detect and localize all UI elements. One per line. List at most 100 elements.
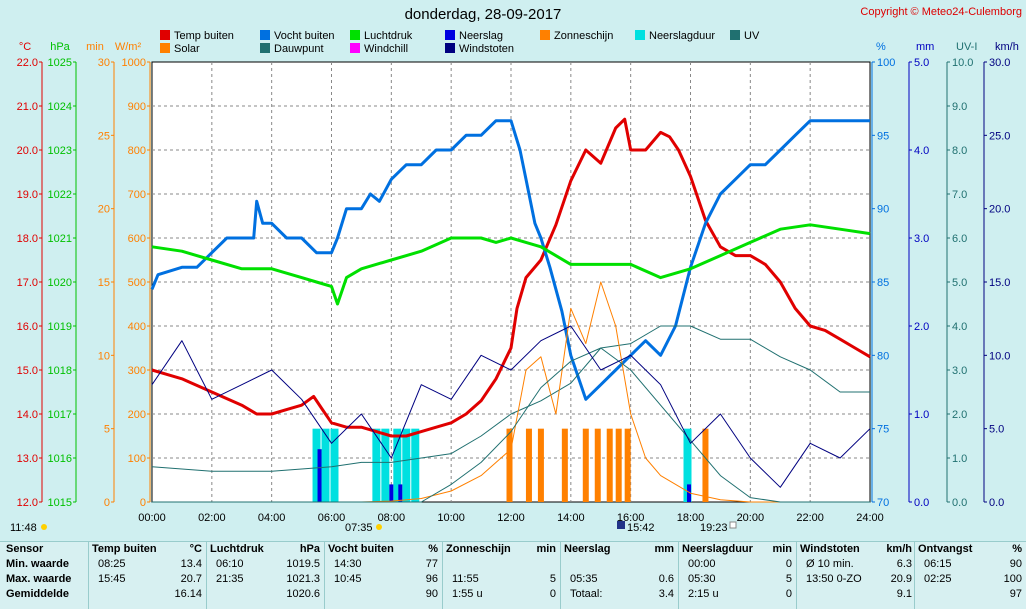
table-group: Zonneschijn min 11:55 5 1:55 u 0 (446, 542, 556, 609)
axis-tick-label: 90 (877, 204, 889, 216)
table-cell-value: 77 (425, 558, 438, 570)
axis-tick-label: 1021 (48, 233, 72, 245)
axis-unit-label: UV-I (956, 41, 977, 53)
table-cell-row (564, 557, 674, 572)
sun-icon (376, 524, 382, 530)
table-cell-row: 06:10 1019.5 (210, 557, 320, 572)
axis-unit-label: mm (916, 41, 934, 53)
summary-table: Sensor Min. waarde Max. waarde Gemiddelde Te… (0, 541, 1026, 609)
legend-swatch (350, 43, 360, 53)
legend-label: Dauwpunt (274, 43, 324, 55)
axis-tick-label: 4.0 (952, 321, 967, 333)
legend-item: Luchtdruk (350, 30, 412, 42)
axis-tick-label: 0.0 (914, 497, 929, 509)
table-group-unit: mm (654, 543, 674, 555)
bar-neerslag (687, 484, 692, 502)
axis-tick-label: 17.0 (17, 277, 38, 289)
axis-tick-label: 21.0 (17, 101, 38, 113)
table-cell-value: 1021.3 (286, 573, 320, 585)
table-group-header: Vocht buiten% (328, 542, 438, 557)
axis-tick-label: 14.0 (17, 409, 38, 421)
axis-tick-label: 15 (98, 277, 110, 289)
axis-tick-label: 900 (128, 101, 146, 113)
table-cell-time: 21:35 (216, 573, 244, 585)
series-line-vocht-buiten (150, 119, 870, 401)
table-cell-row: 90 (328, 587, 438, 602)
x-tick-label: 18:00 (677, 512, 705, 524)
table-cell-row: 2:15 u 0 (682, 587, 792, 602)
legend-item: Solar (160, 43, 200, 55)
bar-neerslagduur (330, 428, 339, 502)
legend-swatch (160, 43, 170, 53)
axis-tick-label: 10.0 (989, 350, 1010, 362)
axis-tick-label: 1020 (48, 277, 72, 289)
table-cell-time: 06:15 (924, 558, 952, 570)
bar-neerslagduur (381, 428, 390, 502)
table-cell-row: 9.1 (800, 587, 912, 602)
table-cell-time: 02:25 (924, 573, 952, 585)
legend-item: Neerslagduur (635, 30, 715, 42)
sunrise-label: 11:48 (10, 522, 37, 534)
legend-label: Luchtdruk (364, 30, 413, 42)
table-cell-row: 02:25 100 (918, 572, 1022, 587)
table-cell-time: 05:30 (688, 573, 716, 585)
bar-zonneschijn (561, 428, 568, 502)
axis-tick-label: 200 (128, 409, 146, 421)
table-cell-value: 6.3 (896, 558, 912, 570)
table-cell-time: 13:50 0-ZO (806, 573, 862, 585)
axis-tick-label: 5.0 (989, 424, 1004, 436)
sun-icon (41, 524, 47, 530)
table-cell-time: 15:45 (98, 573, 126, 585)
bar-zonneschijn (594, 428, 601, 502)
bar-neerslagduur (312, 428, 321, 502)
axis-tick-label: 19.0 (17, 189, 38, 201)
axis-tick-label: 1022 (48, 189, 72, 201)
series-line-windstoten (151, 325, 871, 488)
axis-tick-label: 300 (128, 365, 146, 377)
chart-canvas: °C 12.0 13.0 14.0 15.0 16.0 17.0 18.0 19.0 20.0 21… (10, 41, 1019, 534)
legend-label: Neerslagduur (649, 30, 716, 42)
axis-tick-label: 9.0 (952, 101, 967, 113)
table-cell-row: 08:25 13.4 (92, 557, 202, 572)
legend-swatch (160, 30, 170, 40)
axis-tick-label: 1019 (48, 321, 72, 333)
table-group-title: Vocht buiten (328, 543, 394, 555)
legend-swatch (635, 30, 645, 40)
legend-label: Windchill (364, 43, 409, 55)
bar-neerslagduur (372, 428, 381, 502)
table-cell-value: 20.7 (180, 573, 202, 585)
legend-item: Temp buiten (160, 30, 234, 42)
axis-tick-label: 1000 (122, 57, 146, 69)
axis-tick-label: 600 (128, 233, 146, 245)
table-cell-row: 97 (918, 587, 1022, 602)
axis-tick-label: 15.0 (989, 277, 1010, 289)
table-cell-row: 14:30 77 (328, 557, 438, 572)
bar-neerslag (389, 484, 394, 502)
table-cell-value: 96 (425, 573, 438, 585)
axis-tick-label: 500 (128, 277, 146, 289)
table-group-title: Temp buiten (92, 543, 157, 555)
axis-tick-label: 10 (98, 350, 110, 362)
axis-unit-label: min (86, 41, 104, 53)
table-cell-time: 1:55 u (452, 588, 483, 600)
table-cell-value: 100 (1003, 573, 1022, 585)
axis-tick-label: 2.0 (914, 321, 929, 333)
table-separator (914, 542, 915, 609)
bar-zonneschijn (582, 428, 589, 502)
axis-tick-label: 5 (104, 424, 110, 436)
table-separator (206, 542, 207, 609)
table-group-title: Neerslagduur (682, 543, 753, 555)
axis-tick-label: 70 (877, 497, 889, 509)
chart-title: donderdag, 28-09-2017 (404, 6, 562, 23)
axis-unit-label: °C (19, 41, 31, 53)
axis-tick-label: 7.0 (952, 189, 967, 201)
table-group-header: Neerslagduur min (682, 542, 792, 557)
axis-tick-label: 20 (98, 204, 110, 216)
axis-tick-label: 25 (98, 130, 110, 142)
legend-swatch (350, 30, 360, 40)
legend-label: Vocht buiten (274, 30, 335, 42)
axis-tick-label: 2.0 (952, 409, 967, 421)
table-cell-value: 90 (1009, 558, 1022, 570)
bar-neerslag (317, 449, 322, 502)
legend-swatch (730, 30, 740, 40)
